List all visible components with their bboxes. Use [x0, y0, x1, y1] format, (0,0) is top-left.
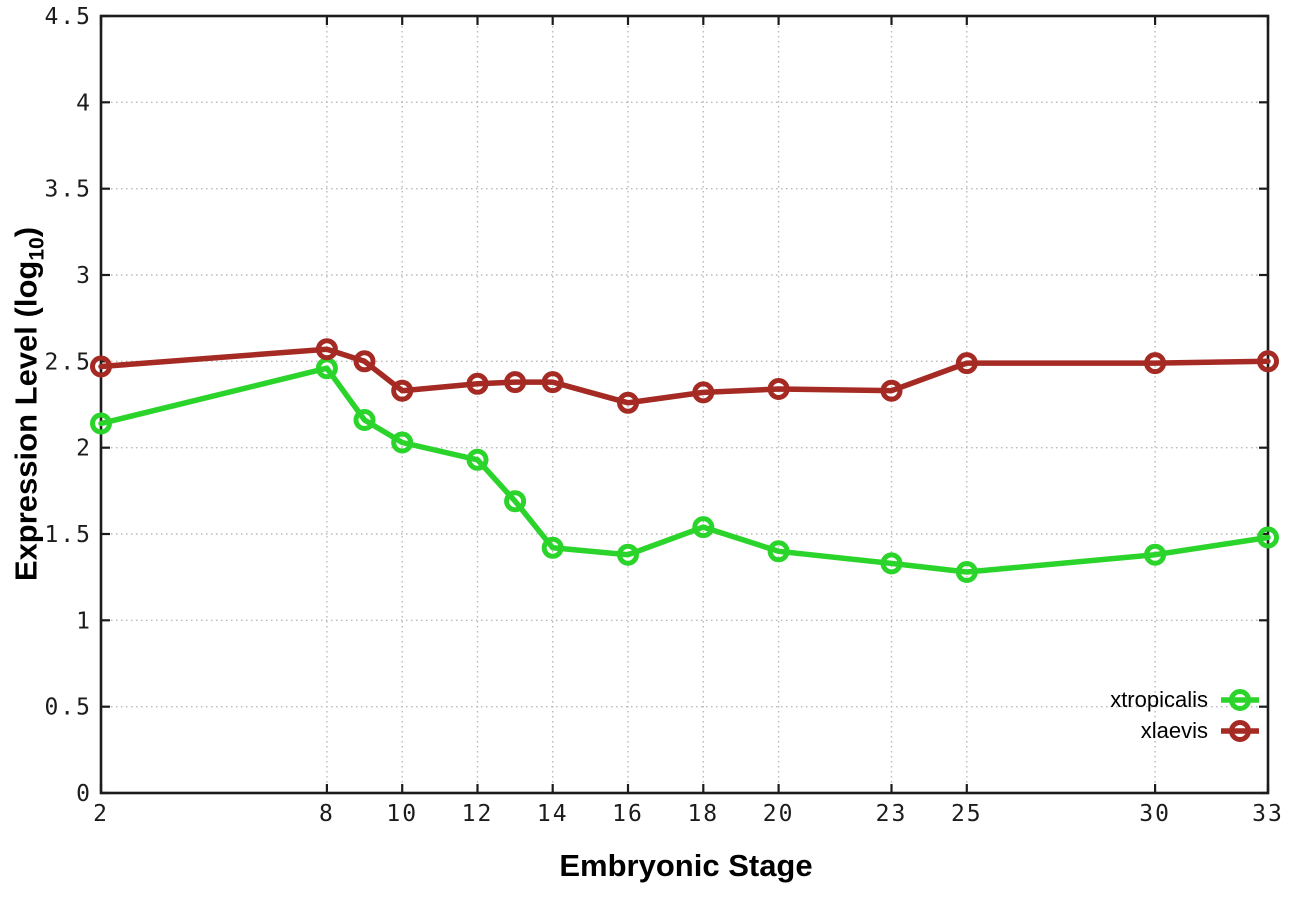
- data-point-xtropicalis: [353, 409, 376, 431]
- y-tick-label: 0: [76, 781, 92, 807]
- x-tick-label: 23: [876, 801, 908, 827]
- data-point-xlaevis: [617, 391, 639, 414]
- y-tick-label: 3.5: [44, 177, 92, 203]
- data-point-xtropicalis: [617, 543, 639, 566]
- data-point-xlaevis: [1257, 350, 1279, 373]
- data-point-xtropicalis: [692, 516, 715, 539]
- x-axis-title: Embryonic Stage: [559, 848, 813, 883]
- y-tick-label: 0.5: [44, 695, 92, 721]
- data-point-xlaevis: [880, 379, 903, 402]
- x-tick-label: 30: [1139, 801, 1171, 827]
- data-point-xlaevis: [391, 379, 414, 402]
- data-point-xlaevis: [541, 371, 564, 394]
- data-point-xtropicalis: [880, 552, 903, 575]
- y-tick-label: 2.5: [44, 349, 92, 375]
- y-tick-label: 1.5: [44, 522, 92, 548]
- line-marker-sample-icon: [1221, 688, 1259, 711]
- data-point-xtropicalis: [504, 490, 527, 513]
- x-tick-label: 8: [319, 801, 335, 827]
- data-point-xtropicalis: [767, 540, 790, 563]
- x-tick-label: 14: [537, 801, 569, 827]
- y-axis-title-suffix: ): [8, 226, 44, 238]
- data-point-xlaevis: [767, 378, 790, 400]
- data-point-xtropicalis: [1144, 543, 1167, 566]
- y-tick-label: 4: [76, 90, 92, 116]
- data-point-xtropicalis: [955, 561, 978, 583]
- x-tick-label: 2: [93, 801, 109, 827]
- y-tick-label: 1: [76, 608, 92, 634]
- legend-item-xtropicalis: xtropicalis: [1110, 684, 1262, 715]
- series-line-xlaevis: [98, 346, 1271, 406]
- y-tick-label: 2: [76, 436, 92, 462]
- y-axis-title-text: Expression Level (log: [8, 260, 44, 582]
- data-point-xlaevis: [504, 371, 527, 394]
- x-tick-label: 33: [1252, 801, 1284, 827]
- legend-item-xlaevis: xlaevis: [1110, 715, 1262, 746]
- y-tick-label: 3: [76, 263, 92, 289]
- data-point-xtropicalis: [90, 412, 112, 435]
- data-point-xlaevis: [1144, 352, 1167, 375]
- x-tick-label: 18: [687, 801, 719, 827]
- data-point-xtropicalis: [466, 448, 489, 471]
- data-point-xtropicalis: [391, 431, 414, 454]
- data-point-xlaevis: [466, 372, 489, 395]
- x-tick-label: 12: [462, 801, 494, 827]
- data-point-xtropicalis: [1257, 526, 1279, 549]
- legend-label-xtropicalis: xtropicalis: [1110, 686, 1208, 712]
- legend: xtropicalis xlaevis: [1110, 684, 1262, 746]
- data-point-xlaevis: [315, 338, 338, 361]
- y-axis-title-subscript: 10: [25, 237, 49, 261]
- x-tick-label: 20: [763, 801, 795, 827]
- data-point-xlaevis: [90, 355, 112, 378]
- data-point-xlaevis: [955, 352, 978, 375]
- x-tick-label: 25: [951, 801, 983, 827]
- series-line-xtropicalis: [98, 365, 1271, 575]
- legend-label-xlaevis: xlaevis: [1140, 717, 1208, 743]
- plot-border: [99, 14, 1270, 795]
- data-point-xlaevis: [353, 350, 376, 373]
- data-point-xtropicalis: [541, 536, 564, 559]
- line-marker-sample-icon: [1221, 719, 1259, 742]
- y-axis-title: Expression Level (log10): [8, 227, 49, 581]
- data-point-xlaevis: [692, 381, 715, 404]
- x-tick-label: 16: [612, 801, 644, 827]
- y-tick-label: 4.5: [44, 4, 92, 30]
- x-tick-label: 10: [386, 801, 418, 827]
